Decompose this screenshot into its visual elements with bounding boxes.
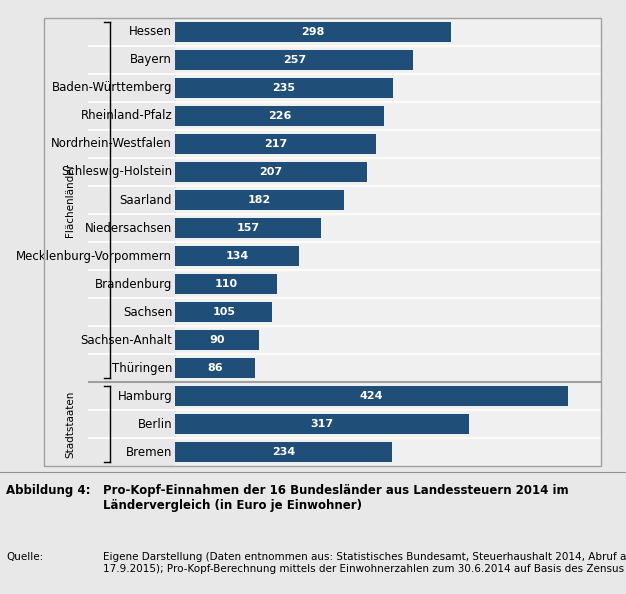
Text: Flächenländer: Flächenländer: [65, 163, 75, 237]
Text: Thüringen: Thüringen: [112, 362, 172, 375]
Bar: [175, 50, 413, 70]
Text: Sachsen-Anhalt: Sachsen-Anhalt: [80, 334, 172, 347]
Text: Stadtstaaten: Stadtstaaten: [65, 391, 75, 458]
Bar: [175, 106, 384, 126]
Text: 235: 235: [272, 83, 295, 93]
Bar: [175, 78, 393, 98]
Bar: [175, 442, 392, 462]
Bar: [175, 302, 272, 322]
Bar: [175, 134, 376, 154]
Text: Rheinland-Pfalz: Rheinland-Pfalz: [80, 109, 172, 122]
Text: 110: 110: [215, 279, 238, 289]
Text: Hessen: Hessen: [129, 26, 172, 39]
Text: 217: 217: [264, 139, 287, 149]
Text: 317: 317: [310, 419, 334, 429]
Bar: [175, 414, 469, 434]
Bar: [175, 22, 451, 42]
Text: Brandenburg: Brandenburg: [95, 277, 172, 290]
Text: Abbildung 4:: Abbildung 4:: [6, 484, 91, 497]
Text: Berlin: Berlin: [138, 418, 172, 431]
Text: Saarland: Saarland: [120, 194, 172, 207]
Text: Schleswig-Holstein: Schleswig-Holstein: [61, 166, 172, 178]
Text: Sachsen: Sachsen: [123, 306, 172, 318]
Text: 298: 298: [302, 27, 325, 37]
Text: 90: 90: [209, 335, 225, 345]
Text: Pro-Kopf-Einnahmen der 16 Bundesländer aus Landessteuern 2014 im
Ländervergleich: Pro-Kopf-Einnahmen der 16 Bundesländer a…: [103, 484, 569, 512]
Text: 207: 207: [260, 167, 282, 177]
Bar: [175, 246, 299, 266]
Text: 257: 257: [282, 55, 305, 65]
Text: Mecklenburg-Vorpommern: Mecklenburg-Vorpommern: [16, 249, 172, 263]
Text: 424: 424: [360, 391, 383, 401]
Text: Niedersachsen: Niedersachsen: [85, 222, 172, 235]
Text: 86: 86: [207, 363, 223, 373]
Text: Eigene Darstellung (Daten entnommen aus: Statistisches Bundesamt, Steuerhaushalt: Eigene Darstellung (Daten entnommen aus:…: [103, 552, 626, 574]
Bar: [175, 330, 259, 350]
Text: 226: 226: [268, 111, 292, 121]
Text: 182: 182: [248, 195, 271, 205]
Bar: [175, 190, 344, 210]
Text: 105: 105: [212, 307, 235, 317]
Bar: [175, 386, 568, 406]
Text: Bremen: Bremen: [126, 446, 172, 459]
Text: 157: 157: [237, 223, 260, 233]
Text: 234: 234: [272, 447, 295, 457]
Bar: [175, 218, 321, 238]
Bar: [175, 162, 367, 182]
Text: Bayern: Bayern: [130, 53, 172, 67]
Text: 134: 134: [225, 251, 249, 261]
Text: Hamburg: Hamburg: [118, 390, 172, 403]
Bar: [175, 274, 277, 294]
Bar: [175, 358, 255, 378]
Text: Quelle:: Quelle:: [6, 552, 44, 563]
Text: Baden-Württemberg: Baden-Württemberg: [52, 81, 172, 94]
Text: Nordrhein-Westfalen: Nordrhein-Westfalen: [51, 137, 172, 150]
